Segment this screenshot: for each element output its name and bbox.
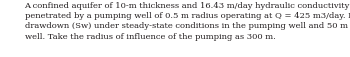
Text: A confined aquifer of 10-m thickness and 16.43 m/day hydraulic conductivity is f: A confined aquifer of 10-m thickness and… (25, 2, 350, 40)
